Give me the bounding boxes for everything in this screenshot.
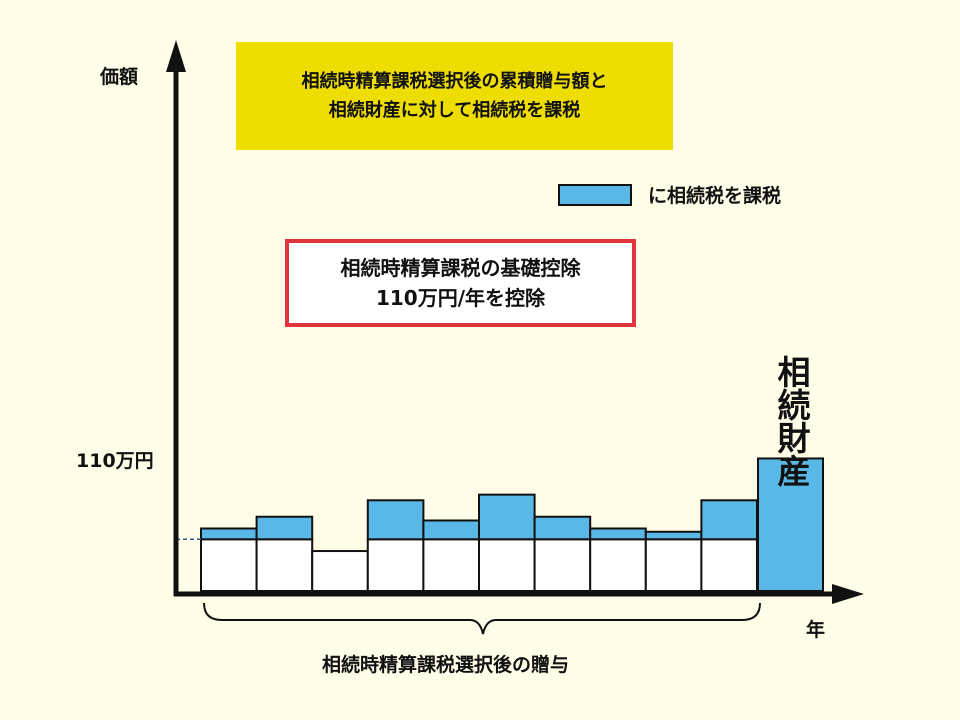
gift-bar-taxed-5 xyxy=(422,519,480,541)
gift-bar-taxed-8 xyxy=(589,527,647,541)
taxation-summary-box: 相続時精算課税選択後の累積贈与額と 相続財産に対して相続税を課税 xyxy=(236,42,673,150)
gift-bar-exempt-9 xyxy=(644,538,703,592)
gift-bar-exempt-3 xyxy=(311,550,369,592)
gift-bars xyxy=(200,493,759,592)
gift-bar-taxed-10 xyxy=(700,499,759,541)
x-axis-arrow-icon xyxy=(832,584,864,604)
basic-deduction-line-1: 相続時精算課税の基礎控除 xyxy=(340,256,581,280)
gift-period-brace xyxy=(203,602,761,635)
x-axis-label: 年 xyxy=(806,619,826,641)
estate-bar xyxy=(757,457,824,592)
gift-bar-taxed-6 xyxy=(478,493,536,541)
gift-bar-taxed-4 xyxy=(366,499,425,541)
gift-bar-taxed-1 xyxy=(200,527,258,541)
gift-bar-taxed-9 xyxy=(644,530,703,541)
gift-bar-exempt-8 xyxy=(589,538,647,592)
y-axis-arrow-icon xyxy=(166,40,186,72)
gift-bar-taxed-7 xyxy=(533,515,592,541)
gift-period-label: 相続時精算課税選択後の贈与 xyxy=(322,654,570,676)
gift-bar-exempt-6 xyxy=(478,538,536,592)
legend-text: に相続税を課税 xyxy=(648,185,782,207)
basic-deduction-line-2: 110万円/年を控除 xyxy=(375,286,546,310)
taxation-summary-line-2: 相続財産に対して相続税を課税 xyxy=(328,100,581,121)
taxation-summary-line-1: 相続時精算課税選択後の累積贈与額と xyxy=(301,71,608,92)
gift-bar-exempt-10 xyxy=(700,538,759,592)
gift-bar-taxed-2 xyxy=(255,515,314,541)
reference-value-label: 110万円 xyxy=(76,450,154,472)
legend-swatch xyxy=(558,184,632,206)
gift-bar-exempt-1 xyxy=(200,538,258,592)
gift-bar-exempt-5 xyxy=(422,538,480,592)
gift-bar-exempt-2 xyxy=(255,538,314,592)
estate-label: 相続財産 xyxy=(772,355,811,487)
gift-bar-exempt-7 xyxy=(533,538,592,592)
gift-bar-exempt-4 xyxy=(366,538,425,592)
basic-deduction-box: 相続時精算課税の基礎控除 110万円/年を控除 xyxy=(285,239,636,327)
y-axis-label: 価額 xyxy=(100,66,139,88)
